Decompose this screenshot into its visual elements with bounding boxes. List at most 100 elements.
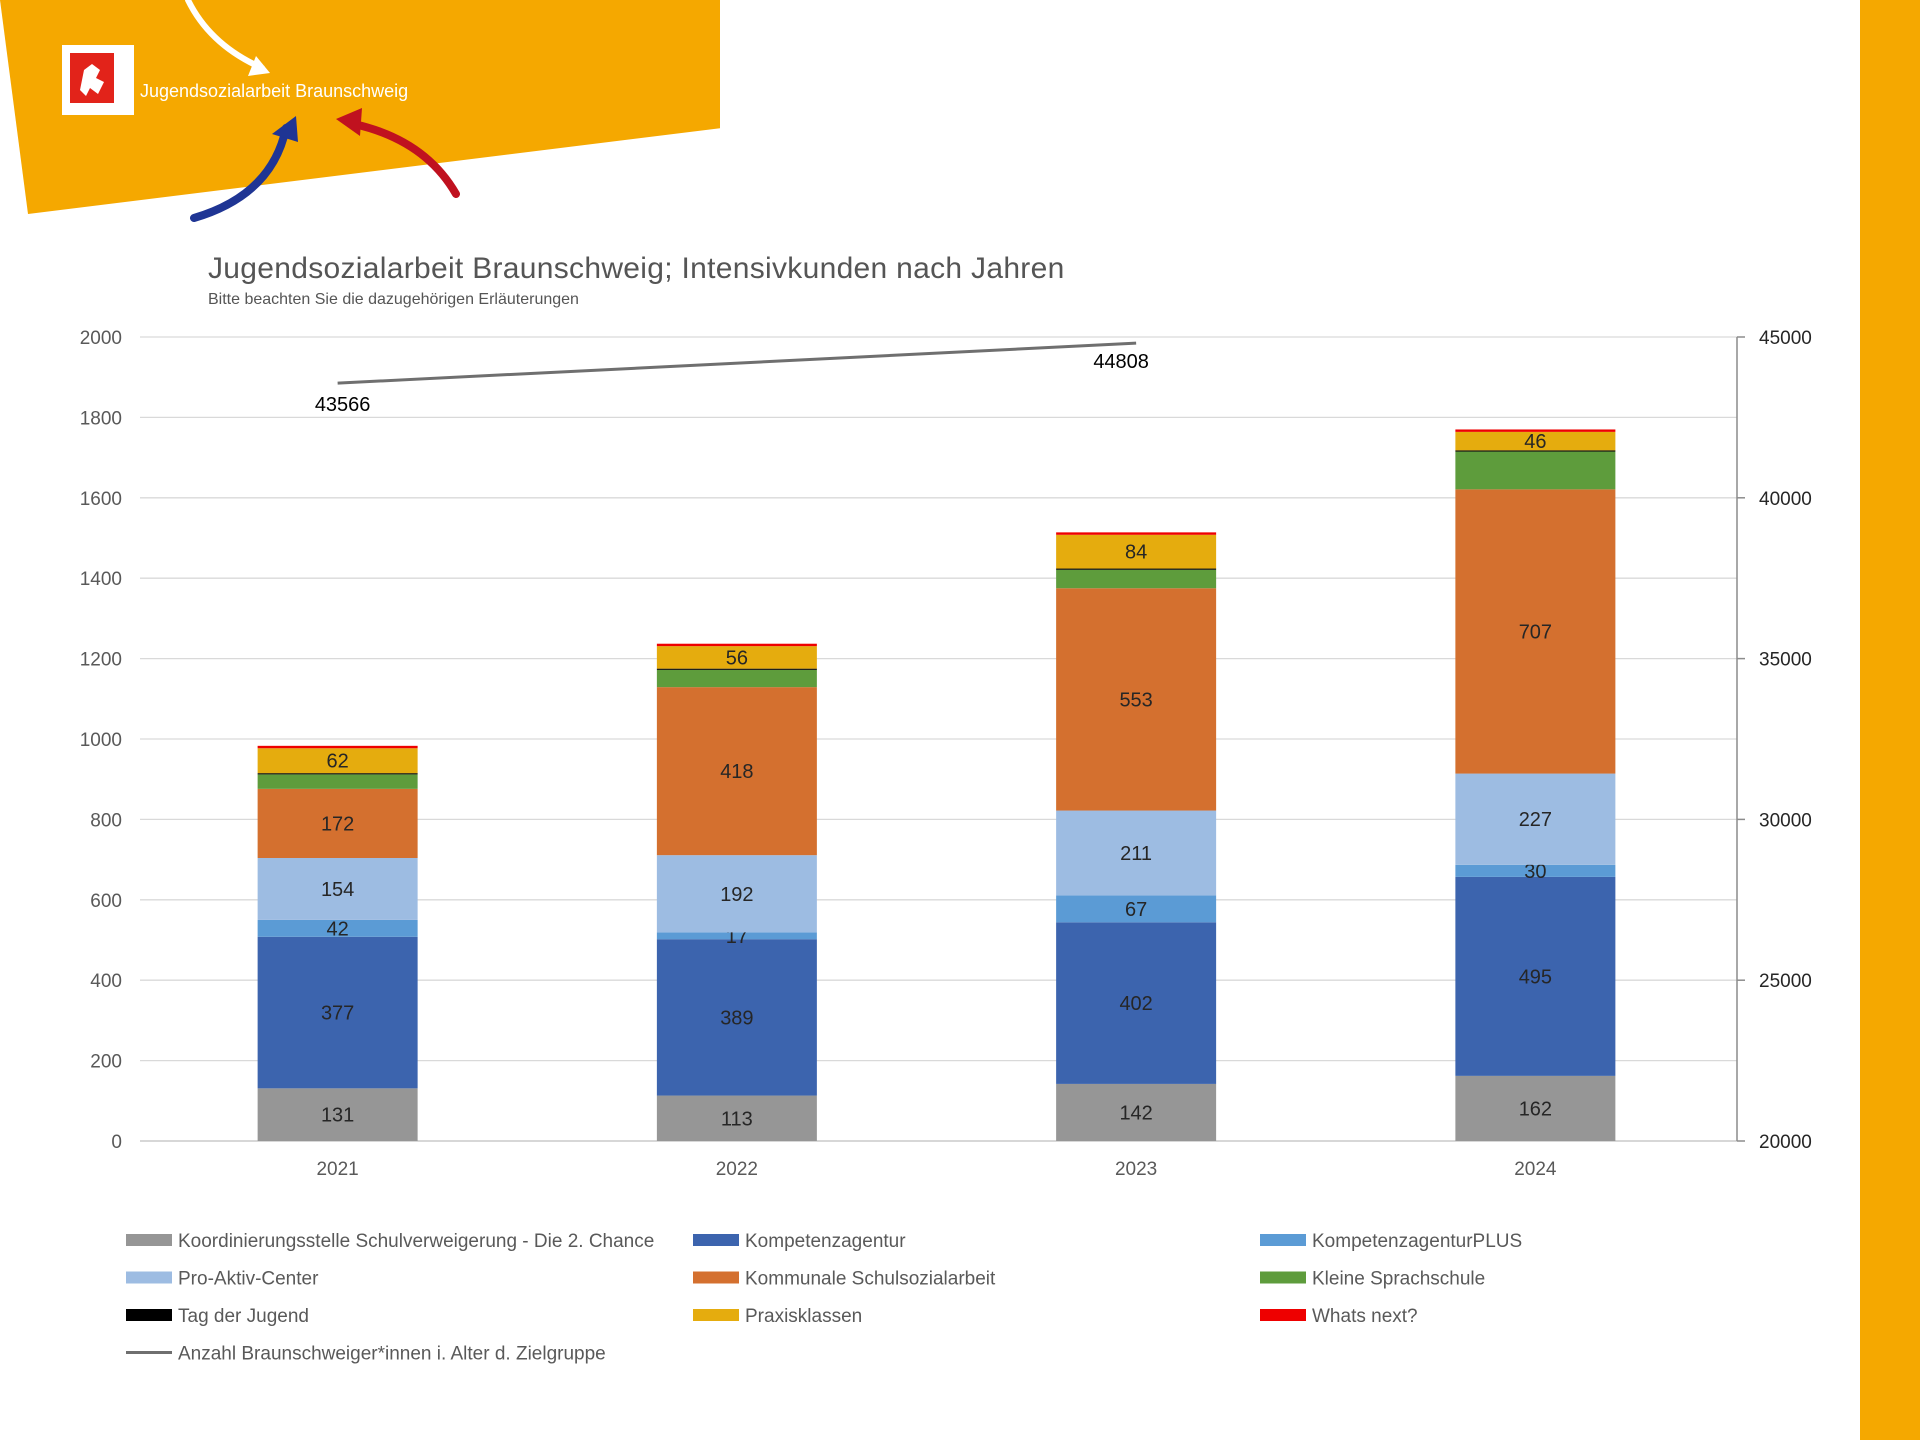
data-label: 377 bbox=[321, 1003, 354, 1025]
bar-segment bbox=[257, 745, 418, 749]
data-label: 154 bbox=[321, 879, 354, 901]
legend-swatch bbox=[1260, 1234, 1306, 1246]
data-label: 131 bbox=[321, 1105, 354, 1127]
bar-segment bbox=[257, 1088, 418, 1141]
data-label: 42 bbox=[327, 918, 349, 940]
bar-segment bbox=[1455, 876, 1616, 1076]
y-tick-label: 1800 bbox=[80, 408, 122, 429]
bar-segment bbox=[257, 748, 418, 774]
x-tick-label: 2021 bbox=[316, 1159, 358, 1180]
bar-segment bbox=[1455, 1075, 1616, 1141]
data-label: 402 bbox=[1119, 993, 1152, 1015]
chart-subtitle: Bitte beachten Sie die dazugehörigen Erl… bbox=[208, 291, 579, 308]
red-arrow-icon bbox=[350, 120, 460, 198]
bar-segment bbox=[656, 932, 817, 940]
line-data-label: 44808 bbox=[1093, 351, 1149, 373]
legend-label: Praxisklassen bbox=[745, 1306, 862, 1327]
y-tick-label: 0 bbox=[111, 1132, 122, 1153]
bar-segment bbox=[656, 646, 817, 669]
blue-arrow-icon bbox=[190, 124, 290, 222]
bar-segment bbox=[1056, 568, 1217, 570]
y-tick-label: 600 bbox=[90, 891, 122, 912]
data-label: 84 bbox=[1125, 542, 1147, 564]
bar-segment bbox=[257, 857, 418, 920]
data-label: 30 bbox=[1524, 861, 1546, 883]
bar-segment bbox=[1455, 431, 1616, 451]
legend-swatch bbox=[693, 1234, 739, 1246]
bar-segment bbox=[1455, 773, 1616, 865]
legend-swatch bbox=[126, 1234, 172, 1246]
y-tick-label: 1400 bbox=[80, 569, 122, 590]
bar-segment bbox=[1056, 922, 1217, 1084]
data-label: 172 bbox=[321, 813, 354, 835]
line-series bbox=[337, 341, 1137, 385]
data-label: 389 bbox=[720, 1007, 753, 1029]
bar-segment bbox=[1056, 810, 1217, 896]
bar-segment bbox=[656, 669, 817, 688]
bar-segment bbox=[656, 687, 817, 856]
bar-segment bbox=[656, 668, 817, 670]
y2-tick-label: 35000 bbox=[1759, 650, 1812, 671]
legend-label: Pro-Aktiv-Center bbox=[178, 1269, 319, 1290]
bar-segment bbox=[1056, 588, 1217, 811]
bar-segment bbox=[656, 643, 817, 647]
bar-segment bbox=[1455, 489, 1616, 774]
legend-label: Kleine Sprachschule bbox=[1312, 1269, 1485, 1290]
red-arrowhead-icon bbox=[336, 108, 362, 136]
bar-segment bbox=[257, 774, 418, 789]
y-tick-label: 400 bbox=[90, 971, 122, 992]
bar-segment bbox=[1455, 429, 1616, 432]
legend-swatch bbox=[126, 1309, 172, 1321]
legend-label: Tag der Jugend bbox=[178, 1306, 309, 1327]
bar-segment bbox=[656, 939, 817, 1096]
y2-tick-label: 25000 bbox=[1759, 971, 1812, 992]
data-label: 227 bbox=[1519, 809, 1552, 831]
x-tick-label: 2024 bbox=[1514, 1159, 1557, 1180]
data-label: 46 bbox=[1524, 431, 1546, 453]
bar-segment bbox=[1056, 895, 1217, 923]
y-tick-label: 800 bbox=[90, 810, 122, 831]
data-label: 67 bbox=[1125, 899, 1147, 921]
bar-segment bbox=[1455, 451, 1616, 490]
y2-tick-label: 40000 bbox=[1759, 489, 1812, 510]
data-label: 192 bbox=[720, 884, 753, 906]
y2-tick-label: 20000 bbox=[1759, 1132, 1812, 1153]
legend-label: Anzahl Braunschweiger*innen i. Alter d. … bbox=[178, 1344, 606, 1365]
bar-segment bbox=[656, 855, 817, 933]
right-accent-stripe bbox=[1860, 0, 1920, 1440]
white-arrowhead-icon bbox=[248, 56, 270, 76]
data-label: 707 bbox=[1519, 621, 1552, 643]
bar-segment bbox=[1056, 532, 1217, 535]
banner-shape bbox=[0, 0, 720, 214]
data-label: 495 bbox=[1519, 966, 1552, 988]
logo-text: Jugendsozialarbeit Braunschweig bbox=[140, 81, 409, 101]
bar-segment bbox=[1056, 1083, 1217, 1141]
bar-segment bbox=[257, 788, 418, 858]
legend-swatch bbox=[1260, 1309, 1306, 1321]
legend-label: Koordinierungsstelle Schulverweigerung -… bbox=[178, 1231, 654, 1252]
data-label: 211 bbox=[1120, 843, 1152, 865]
legend-swatch bbox=[693, 1309, 739, 1321]
data-label: 418 bbox=[720, 761, 753, 783]
y-tick-label: 1000 bbox=[80, 730, 122, 751]
chart-title: Jugendsozialarbeit Braunschweig; Intensi… bbox=[208, 252, 1065, 285]
lion-icon bbox=[80, 64, 104, 96]
data-label: 62 bbox=[327, 751, 349, 773]
y-tick-label: 2000 bbox=[80, 328, 122, 349]
blue-arrowhead-icon bbox=[272, 116, 298, 142]
legend-swatch bbox=[693, 1271, 739, 1284]
y-tick-label: 200 bbox=[90, 1052, 122, 1073]
bar-segment bbox=[257, 773, 418, 775]
x-tick-label: 2022 bbox=[716, 1159, 758, 1180]
white-arrow-icon bbox=[185, 0, 265, 71]
x-tick-label: 2023 bbox=[1115, 1159, 1157, 1180]
y-tick-label: 1200 bbox=[80, 650, 122, 671]
bar-segment bbox=[1455, 864, 1616, 877]
legend-label: Kompetenzagentur bbox=[745, 1231, 906, 1252]
data-label: 553 bbox=[1119, 689, 1152, 711]
bar-segment bbox=[1455, 450, 1616, 452]
legend-swatch bbox=[126, 1271, 172, 1284]
bar-segment bbox=[257, 919, 418, 937]
y2-tick-label: 30000 bbox=[1759, 810, 1812, 831]
